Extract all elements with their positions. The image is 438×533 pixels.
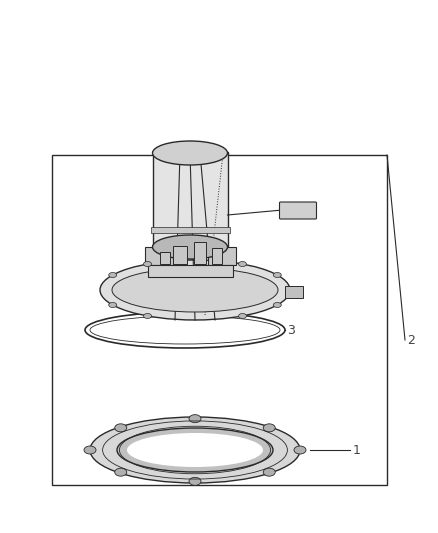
Ellipse shape	[239, 313, 247, 319]
Bar	[145, 247, 173, 265]
Bar	[194, 242, 206, 264]
Ellipse shape	[117, 428, 273, 472]
Bar	[152, 152, 227, 247]
Bar	[173, 246, 187, 264]
Ellipse shape	[90, 417, 300, 483]
Ellipse shape	[152, 235, 227, 259]
Ellipse shape	[127, 433, 263, 467]
Ellipse shape	[263, 424, 275, 432]
FancyBboxPatch shape	[279, 202, 317, 219]
Bar	[52, 155, 387, 485]
Ellipse shape	[112, 268, 278, 312]
Ellipse shape	[84, 446, 96, 454]
Ellipse shape	[152, 141, 227, 165]
Ellipse shape	[100, 260, 290, 320]
Ellipse shape	[239, 262, 247, 266]
Bar	[151, 227, 230, 233]
Ellipse shape	[189, 478, 201, 486]
Ellipse shape	[144, 313, 152, 319]
Ellipse shape	[115, 468, 127, 476]
Ellipse shape	[294, 446, 306, 454]
Ellipse shape	[109, 272, 117, 278]
Bar	[285, 286, 303, 298]
Bar	[212, 248, 222, 264]
Ellipse shape	[273, 303, 281, 308]
Text: 2: 2	[407, 334, 415, 346]
Ellipse shape	[115, 424, 127, 432]
Ellipse shape	[144, 262, 152, 266]
Ellipse shape	[273, 272, 281, 278]
Ellipse shape	[109, 303, 117, 308]
Bar	[148, 265, 233, 277]
Text: 1: 1	[353, 443, 361, 456]
Ellipse shape	[263, 468, 275, 476]
Text: 3: 3	[287, 324, 295, 336]
Ellipse shape	[189, 415, 201, 423]
Ellipse shape	[90, 316, 280, 344]
Ellipse shape	[85, 312, 285, 348]
Bar	[160, 252, 170, 264]
Bar	[208, 247, 236, 265]
